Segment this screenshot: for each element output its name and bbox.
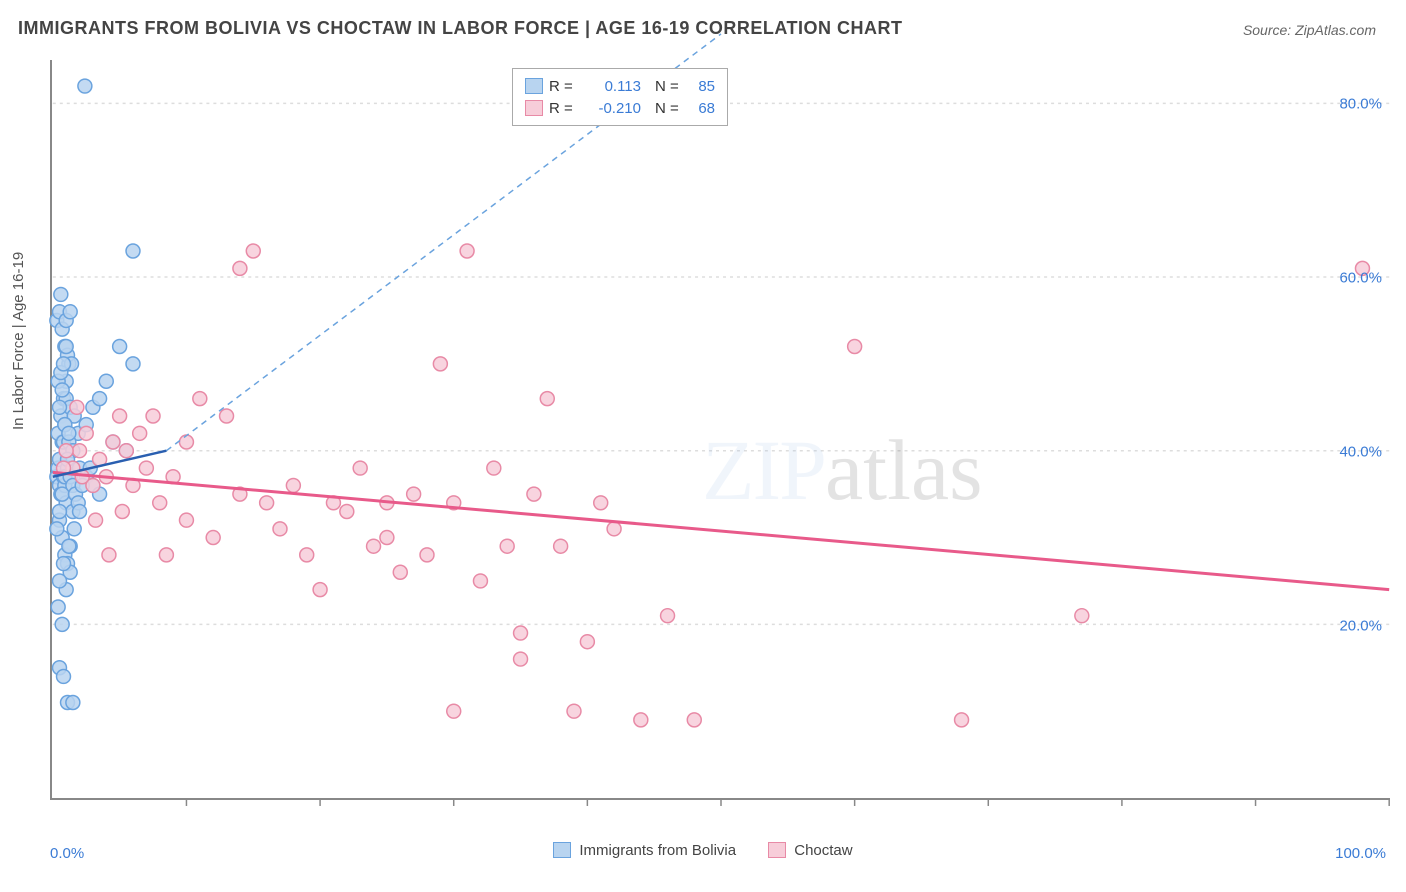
y-tick-label: 60.0% bbox=[1339, 269, 1382, 286]
n-value-bolivia: 85 bbox=[689, 78, 715, 95]
legend-label-choctaw: Choctaw bbox=[794, 842, 852, 859]
correlation-legend: R = 0.113 N = 85 R = -0.210 N = 68 bbox=[512, 68, 728, 126]
plot-area: R = 0.113 N = 85 R = -0.210 N = 68 ZIPat… bbox=[50, 60, 1390, 800]
legend-item-choctaw: Choctaw bbox=[768, 842, 852, 859]
swatch-choctaw bbox=[525, 100, 543, 116]
legend-label-bolivia: Immigrants from Bolivia bbox=[579, 842, 736, 859]
y-tick-label: 20.0% bbox=[1339, 617, 1382, 634]
legend-item-bolivia: Immigrants from Bolivia bbox=[553, 842, 736, 859]
scatter-plot-svg bbox=[52, 60, 1390, 798]
y-axis-label: In Labor Force | Age 16-19 bbox=[10, 252, 27, 430]
r-label: R = bbox=[549, 78, 577, 95]
swatch-bolivia bbox=[525, 78, 543, 94]
swatch-bolivia bbox=[553, 842, 571, 858]
y-tick-label: 40.0% bbox=[1339, 443, 1382, 460]
r-value-bolivia: 0.113 bbox=[583, 78, 641, 95]
swatch-choctaw bbox=[768, 842, 786, 858]
source-text: Source: ZipAtlas.com bbox=[1243, 22, 1376, 38]
n-value-choctaw: 68 bbox=[689, 100, 715, 117]
legend-row-bolivia: R = 0.113 N = 85 bbox=[525, 75, 715, 97]
chart-container: IMMIGRANTS FROM BOLIVIA VS CHOCTAW IN LA… bbox=[0, 0, 1406, 892]
series-legend: Immigrants from Bolivia Choctaw bbox=[0, 842, 1406, 863]
r-value-choctaw: -0.210 bbox=[583, 100, 641, 117]
legend-row-choctaw: R = -0.210 N = 68 bbox=[525, 97, 715, 119]
y-tick-label: 80.0% bbox=[1339, 95, 1382, 112]
n-label: N = bbox=[655, 100, 683, 117]
n-label: N = bbox=[655, 78, 683, 95]
r-label: R = bbox=[549, 100, 577, 117]
chart-title: IMMIGRANTS FROM BOLIVIA VS CHOCTAW IN LA… bbox=[18, 18, 903, 39]
